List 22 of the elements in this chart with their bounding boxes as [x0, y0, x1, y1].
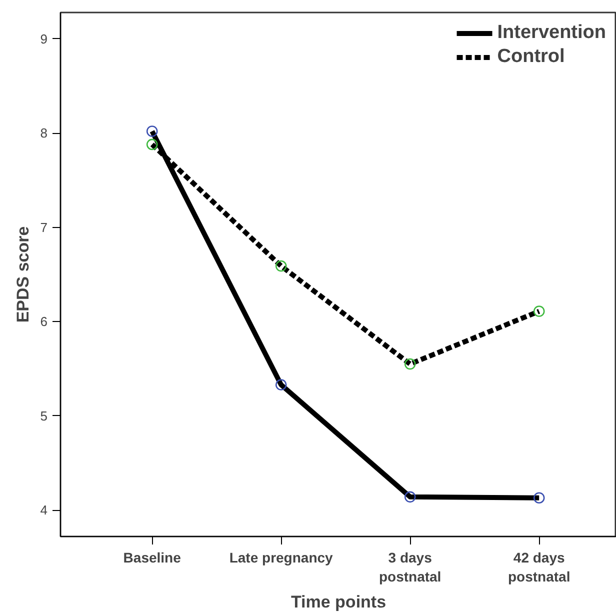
- y-axis-title: EPDS score: [13, 226, 32, 323]
- y-tick-label: 8: [40, 126, 48, 141]
- legend-label: Control: [497, 46, 565, 68]
- point: [404, 491, 416, 503]
- y-tick-label: 7: [40, 220, 48, 235]
- y-tick-label: 4: [40, 502, 48, 518]
- x-tick-label: Baseline: [123, 550, 182, 566]
- point: [404, 358, 416, 370]
- point: [533, 306, 545, 317]
- point: [275, 260, 287, 272]
- x-tick-label: 42 days postnatal: [508, 550, 570, 585]
- point: [146, 126, 158, 137]
- y-tick-label: 5: [40, 408, 48, 424]
- point: [146, 138, 158, 150]
- x-axis-title: Time points: [290, 592, 386, 612]
- legend-label: Intervention: [497, 22, 606, 44]
- y-tick-label: 6: [40, 314, 48, 330]
- point: [275, 379, 287, 390]
- x-tick-label: Late pregnancy: [229, 550, 334, 566]
- x-tick-label: 3 days postnatal: [378, 550, 442, 585]
- y-tick-label: 9: [40, 31, 48, 46]
- point: [533, 492, 545, 504]
